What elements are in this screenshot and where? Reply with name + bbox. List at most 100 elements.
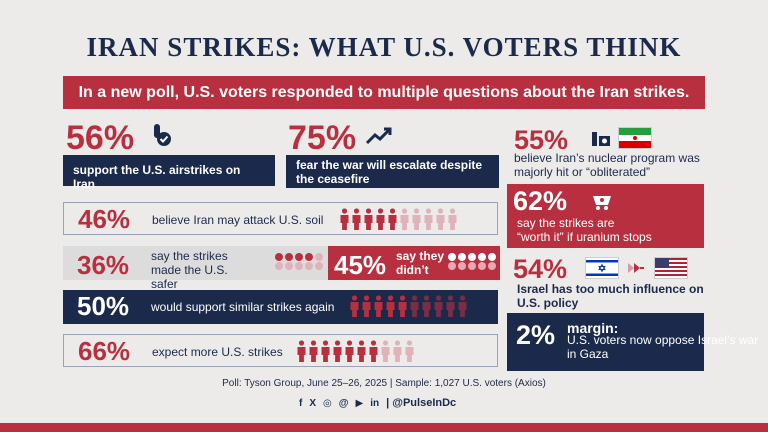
attack-people [339,208,458,230]
person-icon [447,208,458,230]
worth-text-line2: “worth it” if uranium stops [517,229,652,244]
more-people [296,340,415,362]
person-icon [397,295,408,317]
dot-mark [275,262,283,270]
dot-mark [468,262,476,270]
dot-mark [478,253,486,261]
similar-value: 50% [77,291,130,321]
person-icon [385,295,396,317]
margin-label: margin: [567,320,619,336]
dot-mark [285,262,293,270]
youtube-icon[interactable]: ▶ [355,397,364,409]
social-links: f X ◎ @ ▶ in | @PulseInDc [299,397,456,409]
margin-text: U.S. voters now oppose Israel’s war in G… [567,333,759,361]
person-icon [368,340,379,362]
person-icon [332,340,343,362]
dot-mark [448,253,456,261]
similar-people [349,295,468,317]
worth-text: say the strikes are “worth it” if uraniu… [517,216,652,245]
worth-value: 62% [513,186,568,216]
similar-row: 50% would support similar strikes again [63,290,498,324]
x-icon[interactable]: X [309,397,317,409]
dot-mark [315,253,323,261]
escalate-value: 75% [288,119,357,157]
person-icon [351,208,362,230]
attack-row: 46% believe Iran may attack U.S. soil [63,202,498,235]
dot-mark [305,253,313,261]
dot-mark [478,262,486,270]
israel-text: Israel has too much influence on U.S. po… [517,282,704,310]
margin-card [507,313,704,371]
israel-value: 54% [513,254,568,284]
person-icon [409,295,420,317]
dot-mark [458,262,466,270]
safer-text: say the strikes made the U.S. safer [151,249,228,291]
safer-row: 36% say the strikes made the U.S. safer [63,246,328,291]
more-text: expect more U.S. strikes [152,345,283,359]
person-icon [457,295,468,317]
worth-text-line1: say the strikes are [517,216,615,230]
person-icon [373,295,384,317]
linkedin-icon[interactable]: in [370,397,380,409]
dot-mark [275,253,283,261]
page-title: IRAN STRIKES: WHAT U.S. VOTERS THINK [86,32,682,62]
attack-value: 46% [78,204,131,234]
person-icon [421,295,432,317]
person-icon [361,295,372,317]
bottom-bar [0,423,768,432]
didnt-value: 45% [334,250,387,280]
poll-source: Poll: Tyson Group, June 25–26, 2025 | Sa… [222,378,546,389]
person-icon [296,340,307,362]
person-icon [308,340,319,362]
person-icon [404,340,415,362]
more-row: 66% expect more U.S. strikes [63,334,498,367]
more-value: 66% [78,336,131,366]
israel-flag-icon [585,257,619,279]
didnt-row: 45% say they didn’t [328,246,500,280]
nuclear-plant-icon [592,132,610,146]
person-icon [339,208,350,230]
person-icon [349,295,360,317]
safer-value: 36% [77,250,130,280]
dot-mark [448,262,456,270]
person-icon [411,208,422,230]
person-icon [445,295,456,317]
similar-text: would support similar strikes again [151,300,335,314]
uranium-cart-icon [593,196,611,210]
dot-mark [315,262,323,270]
handle[interactable]: | @PulseInDc [386,397,457,409]
margin-value: 2% [516,320,556,350]
facebook-icon[interactable]: f [299,397,303,409]
person-icon [320,340,331,362]
trend-up-icon [365,127,392,145]
dot-mark [295,262,303,270]
nuclear-text: believe Iran’s nuclear program was major… [514,151,700,179]
person-icon [435,208,446,230]
airstrikes-text: support the U.S. airstrikes on Iran [63,155,275,191]
us-flag-icon [654,257,688,279]
airstrikes-value: 56% [66,119,135,157]
person-icon [375,208,386,230]
dot-mark [458,253,466,261]
dot-mark [488,262,496,270]
person-icon [380,340,391,362]
person-icon [344,340,355,362]
didnt-text: say they didn’t [396,249,445,277]
didnt-dots [448,253,497,270]
worth-card [507,184,704,248]
person-icon [387,208,398,230]
safer-dots [275,253,324,270]
dot-mark [295,253,303,261]
intro-banner: In a new poll, U.S. voters responded to … [63,76,705,109]
dot-mark [285,253,293,261]
dot-mark [468,253,476,261]
person-icon [363,208,374,230]
instagram-icon[interactable]: ◎ [323,397,332,409]
arrow-right-icon [628,263,644,273]
person-icon [433,295,444,317]
person-icon [399,208,410,230]
threads-icon[interactable]: @ [338,397,349,409]
nuclear-value: 55% [514,125,569,155]
dot-mark [488,253,496,261]
escalate-text: fear the war will escalate despite the c… [286,155,499,188]
